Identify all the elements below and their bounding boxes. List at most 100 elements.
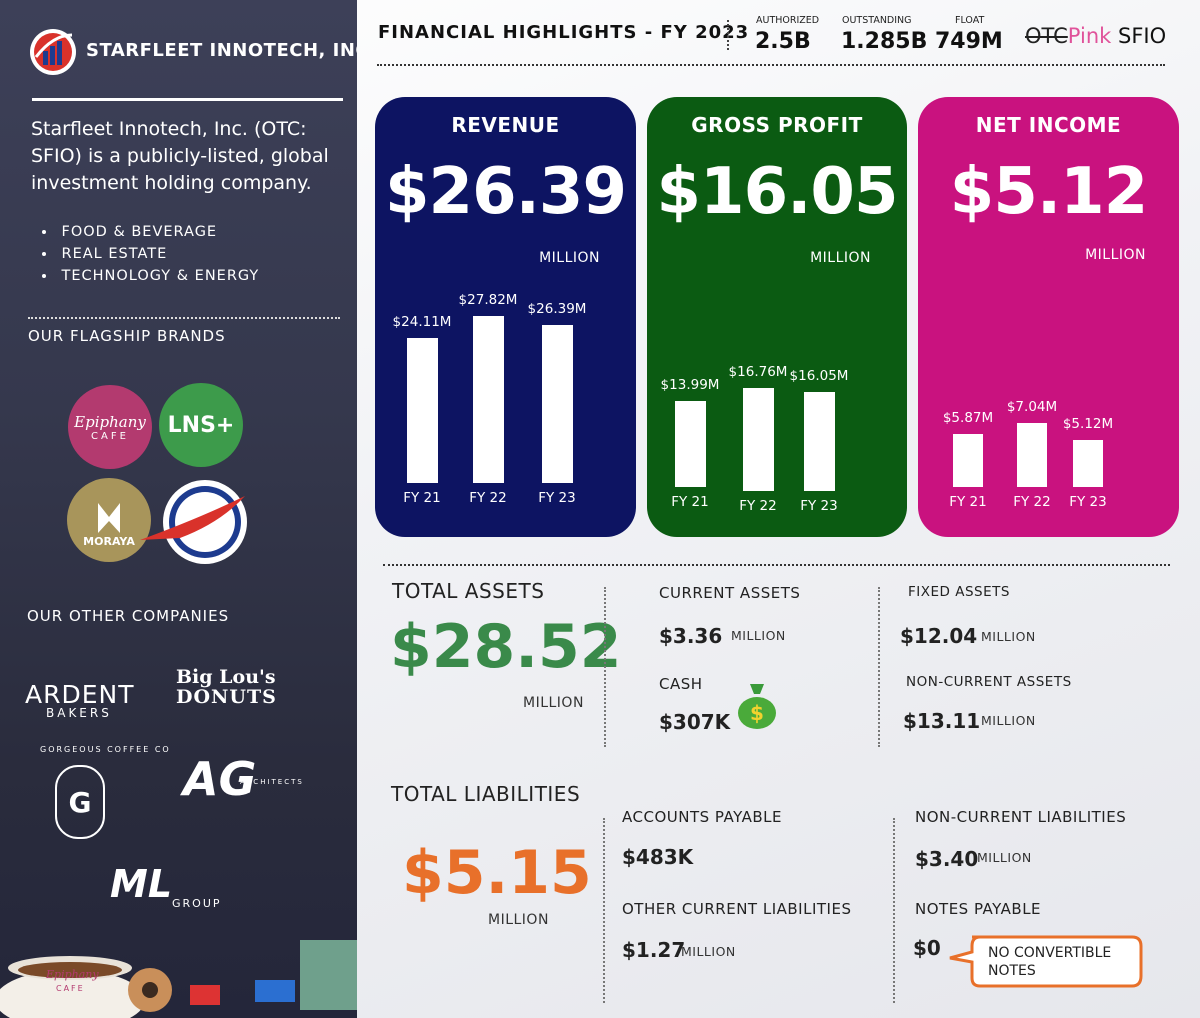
value-label: $16.76M bbox=[728, 364, 788, 380]
value-label: $7.04M bbox=[1006, 399, 1058, 415]
decor bbox=[0, 940, 357, 1018]
category-label: FY 21 bbox=[949, 494, 987, 510]
bar bbox=[803, 392, 835, 491]
brand-name: MORAYA bbox=[83, 535, 135, 548]
section-title: TOTAL ASSETS bbox=[392, 579, 545, 603]
sector: REAL ESTATE bbox=[42, 246, 167, 262]
category-label: FY 22 bbox=[739, 498, 777, 514]
item-label: OTHER CURRENT LIABILITIES bbox=[622, 900, 852, 918]
item-unit: MILLION bbox=[981, 713, 1036, 728]
share-value: 749M bbox=[935, 29, 1003, 54]
item-label: FIXED ASSETS bbox=[908, 584, 1010, 600]
divider bbox=[32, 98, 343, 101]
bar bbox=[1073, 440, 1103, 487]
icon bbox=[98, 503, 120, 533]
company-logo-tagline: BAKERS bbox=[46, 706, 112, 720]
category-label: FY 21 bbox=[671, 494, 709, 510]
bar bbox=[406, 338, 438, 483]
sidebar: STARFLEET INNOTECH, INC Starfleet Innote… bbox=[0, 0, 357, 1018]
tier: Pink bbox=[1067, 24, 1112, 48]
footer-brand-name: Epiphany bbox=[46, 968, 99, 981]
card-value: $5.12 bbox=[949, 155, 1148, 229]
item-value: $13.11 bbox=[903, 709, 981, 733]
total-value: $5.15 bbox=[402, 838, 592, 908]
value-label: $24.11M bbox=[392, 314, 452, 331]
brand-logo: LNS+ bbox=[159, 383, 243, 467]
sector: TECHNOLOGY & ENERGY bbox=[42, 268, 259, 284]
card: GROSS PROFIT $16.05 MILLION $13.99M FY 21 $16… bbox=[647, 97, 907, 537]
footer-brand-tagline: CAFE bbox=[56, 984, 85, 993]
item-value: $0 bbox=[913, 936, 941, 960]
divider bbox=[727, 20, 729, 50]
share-label: AUTHORIZED bbox=[756, 15, 820, 26]
divider bbox=[383, 564, 1170, 566]
card-unit: MILLION bbox=[810, 250, 871, 266]
section-title: TOTAL LIABILITIES bbox=[391, 782, 581, 806]
share-label: FLOAT bbox=[955, 15, 985, 26]
svg-text:$: $ bbox=[750, 701, 764, 725]
bar bbox=[742, 388, 774, 491]
category-label: FY 23 bbox=[538, 490, 576, 506]
brand-logo: MORAYA bbox=[67, 478, 151, 562]
card: REVENUE $26.39 MILLION $24.11M FY 21 $27.82M F… bbox=[375, 97, 636, 537]
item-label: NOTES PAYABLE bbox=[915, 900, 1042, 918]
page-title: FINANCIAL HIGHLIGHTS - FY 2023 bbox=[378, 22, 750, 43]
company-logo-name: Big Lou's bbox=[176, 666, 276, 688]
card: NET INCOME $5.12 MILLION $5.87M FY 21 $7.04M F… bbox=[918, 97, 1179, 537]
category-label: FY 23 bbox=[1069, 494, 1107, 510]
callout bbox=[949, 935, 1143, 988]
value-label: $5.12M bbox=[1062, 416, 1114, 433]
brand-tagline: CAFE bbox=[91, 430, 129, 442]
company-name: STARFLEET INNOTECH, INC bbox=[86, 40, 357, 61]
category-label: FY 22 bbox=[1013, 494, 1051, 510]
item-value: $1.27 bbox=[622, 938, 686, 962]
divider bbox=[893, 818, 895, 1003]
category-label: FY 22 bbox=[469, 490, 507, 506]
company-logo-tagline: GROUP bbox=[172, 897, 222, 910]
category-label: FY 21 bbox=[403, 490, 441, 506]
share-label: OUTSTANDING bbox=[842, 15, 912, 26]
brand-name: Epiphany bbox=[74, 412, 146, 431]
company-logo-name: AG bbox=[183, 752, 257, 806]
money-bag-icon: $ bbox=[738, 684, 776, 729]
divider bbox=[28, 317, 340, 319]
unit: MILLION bbox=[523, 695, 584, 711]
company-logo-tagline: DONUTS bbox=[176, 686, 277, 708]
item-label: ACCOUNTS PAYABLE bbox=[622, 808, 782, 826]
company-logo-name: ARDENT bbox=[25, 680, 135, 709]
item-label: NON-CURRENT LIABILITIES bbox=[915, 808, 1127, 826]
card-value: $26.39 bbox=[385, 155, 627, 229]
item-unit: MILLION bbox=[731, 628, 786, 643]
ticker: OTCPink SFIO bbox=[1025, 24, 1166, 48]
item-value: $12.04 bbox=[900, 624, 978, 648]
share-value: 2.5B bbox=[755, 29, 811, 54]
bar bbox=[953, 433, 983, 487]
value-label: $26.39M bbox=[527, 300, 587, 317]
value-label: $16.05M bbox=[789, 368, 849, 385]
item-unit: MILLION bbox=[981, 629, 1036, 644]
divider bbox=[377, 64, 1165, 66]
item-label: CURRENT ASSETS bbox=[659, 584, 801, 602]
total-value: $28.52 bbox=[390, 612, 622, 682]
bar bbox=[1017, 423, 1047, 487]
item-value: $307K bbox=[659, 710, 731, 734]
share-value: 1.285B bbox=[841, 29, 928, 54]
item-label: NON-CURRENT ASSETS bbox=[906, 674, 1072, 690]
company-logo-name: ML bbox=[110, 862, 173, 906]
card-title: GROSS PROFIT bbox=[691, 113, 863, 137]
brand-name: LNS+ bbox=[167, 412, 235, 438]
symbol: SFIO bbox=[1118, 24, 1167, 48]
item-value: $3.40 bbox=[915, 847, 979, 871]
market: OTC bbox=[1025, 24, 1068, 48]
bar bbox=[541, 324, 573, 483]
sector: FOOD & BEVERAGE bbox=[42, 224, 217, 240]
unit: MILLION bbox=[488, 912, 549, 928]
brand-logo: Epiphany CAFE bbox=[68, 385, 152, 469]
company-logo-tagline: ARCHITECTS bbox=[240, 778, 304, 786]
card-unit: MILLION bbox=[539, 250, 600, 266]
bar bbox=[674, 401, 706, 487]
divider bbox=[604, 587, 606, 747]
item-value: $3.36 bbox=[659, 624, 723, 648]
item-unit: MILLION bbox=[681, 944, 736, 959]
